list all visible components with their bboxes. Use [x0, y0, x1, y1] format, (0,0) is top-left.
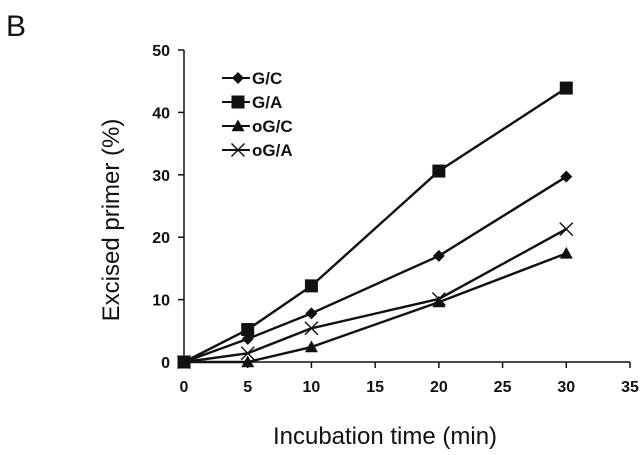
series-layer — [177, 81, 574, 369]
data-point — [559, 81, 573, 95]
x-tick-label: 20 — [430, 379, 448, 396]
y-tick-label: 40 — [152, 105, 170, 122]
data-point — [304, 340, 318, 353]
legend-label: oG/C — [252, 117, 293, 136]
data-point — [305, 307, 318, 320]
x-tick-label: 25 — [494, 379, 512, 396]
legend-label: G/C — [252, 69, 282, 88]
data-point — [240, 346, 255, 361]
data-point — [432, 295, 446, 308]
x-tick-label: 10 — [303, 379, 321, 396]
data-point — [304, 279, 318, 293]
series-line — [184, 252, 567, 364]
series-og-a — [177, 222, 574, 369]
x-axis-title: Incubation time (min) — [273, 423, 497, 450]
data-point — [241, 355, 255, 368]
data-point — [177, 355, 191, 369]
legend-marker — [231, 119, 245, 132]
data-point — [432, 164, 446, 178]
series-og-c — [177, 246, 573, 368]
series-g-c — [178, 170, 573, 368]
legend-marker — [231, 95, 245, 109]
y-axis-ticks: 0 10 20 30 40 50 — [152, 43, 184, 372]
legend-label: G/A — [252, 93, 282, 112]
y-tick-label: 50 — [152, 43, 170, 60]
data-point — [304, 321, 319, 336]
y-tick-label: 30 — [152, 168, 170, 185]
data-point — [559, 246, 573, 259]
plot-area — [183, 50, 630, 363]
legend-label: oG/A — [252, 141, 293, 160]
legend-item: G/A — [222, 93, 282, 112]
legend-marker — [232, 72, 244, 84]
legend-item: oG/A — [222, 141, 293, 160]
x-tick-label: 30 — [557, 379, 575, 396]
y-axis-title: Excised primer (%) — [98, 119, 125, 322]
x-tick-label: 0 — [180, 379, 189, 396]
y-tick-label: 10 — [152, 293, 170, 310]
x-tick-label: 5 — [243, 379, 252, 396]
data-point — [432, 249, 445, 262]
y-tick-label: 0 — [161, 355, 170, 372]
data-point — [431, 291, 446, 306]
data-point — [241, 323, 255, 337]
data-point — [559, 222, 574, 237]
x-axis-ticks: 0 5 10 15 20 25 30 35 — [180, 362, 639, 396]
legend: G/C G/A oG/C oG/A — [222, 69, 293, 160]
legend-item: oG/C — [222, 117, 293, 136]
legend-marker — [231, 143, 245, 157]
legend-item: G/C — [222, 69, 282, 88]
x-tick-label: 35 — [621, 379, 639, 396]
x-tick-label: 15 — [366, 379, 384, 396]
data-point — [560, 170, 573, 183]
y-tick-label: 20 — [152, 230, 170, 247]
panel-label: B — [6, 10, 26, 43]
